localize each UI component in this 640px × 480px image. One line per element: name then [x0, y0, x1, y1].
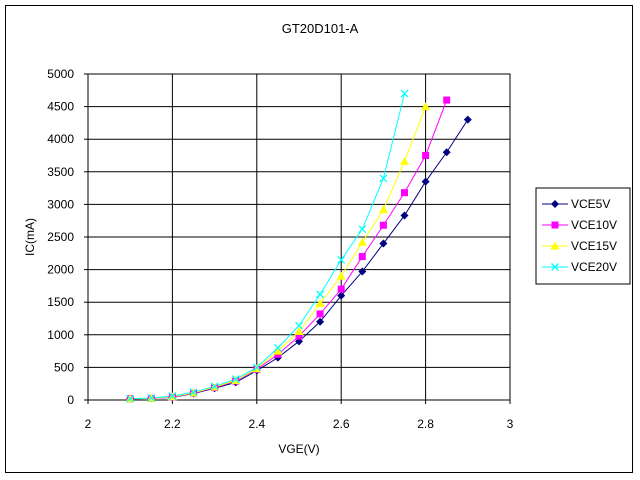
- chart-title: GT20D101-A: [282, 21, 359, 36]
- data-point-vce20v: [379, 174, 388, 183]
- data-point-vce15v: [400, 156, 409, 165]
- legend-label-vce15v: VCE15V: [571, 239, 617, 253]
- data-point-vce20v: [316, 290, 325, 299]
- data-point-vce10v: [316, 310, 324, 318]
- data-point-vce10v: [295, 332, 303, 340]
- data-point-vce5v: [379, 239, 388, 248]
- data-point-vce10v: [358, 253, 366, 261]
- data-point-vce15v: [421, 102, 431, 111]
- legend-marker-vce5v: [551, 200, 559, 208]
- legend: VCE5V VCE10V VCE15V VCE20V: [542, 197, 617, 274]
- legend-marker-vce20v: [551, 263, 559, 271]
- y-tick-label: 4500: [47, 100, 74, 114]
- y-tick-labels: 0 500 1000 1500 2000 2500 3000 3500 4000 4500 5000: [47, 67, 74, 407]
- data-point-vce5v: [442, 148, 451, 157]
- y-tick-label: 3000: [47, 197, 74, 211]
- data-point-vce5v: [337, 291, 346, 300]
- data-point-vce20v: [168, 392, 177, 401]
- data-point-vce15v: [378, 205, 388, 214]
- data-point-vce20v: [337, 255, 346, 264]
- data-point-vce10v: [379, 221, 387, 229]
- data-point-vce10v: [337, 285, 345, 293]
- y-axis-label: IC(mA): [23, 218, 37, 256]
- data-point-vce10v: [422, 152, 430, 159]
- data-point-vce5v: [400, 211, 409, 220]
- data-point-vce5v: [316, 317, 325, 326]
- legend-label-vce20v: VCE20V: [571, 260, 617, 274]
- x-tick-label: 3: [507, 417, 514, 431]
- legend-label-vce10v: VCE10V: [571, 218, 617, 232]
- legend-marker-vce15v: [550, 241, 560, 250]
- data-point-vce10v: [443, 96, 451, 104]
- legend-label-vce5v: VCE5V: [571, 197, 610, 211]
- data-point-vce20v: [231, 375, 240, 384]
- y-tick-label: 4000: [47, 132, 74, 146]
- data-point-vce5v: [463, 115, 472, 124]
- data-point-vce15v: [336, 271, 346, 280]
- y-tick-label: 500: [54, 360, 74, 374]
- y-tick-label: 3500: [47, 165, 74, 179]
- data-point-vce20v: [358, 225, 367, 234]
- data-point-vce15v: [273, 346, 283, 355]
- data-point-vce15v: [315, 299, 325, 308]
- y-tick-label: 2000: [47, 263, 74, 277]
- data-point-vce20v: [147, 394, 156, 403]
- x-tick-label: 2.4: [248, 417, 265, 431]
- data-point-vce15v: [294, 327, 304, 336]
- data-point-vce20v: [189, 388, 198, 397]
- x-axis-label: VGE(V): [278, 442, 319, 456]
- x-tick-label: 2.2: [164, 417, 181, 431]
- y-tick-label: 0: [67, 393, 74, 407]
- x-tick-label: 2.8: [417, 417, 434, 431]
- x-tick-label: 2.6: [333, 417, 350, 431]
- data-point-vce10v: [401, 189, 408, 197]
- data-point-vce5v: [358, 267, 367, 276]
- y-tick-label: 5000: [47, 67, 74, 81]
- data-point-vce20v: [126, 394, 135, 403]
- y-tick-label: 1000: [47, 328, 74, 342]
- series-markers: [125, 89, 472, 403]
- y-tick-label: 1500: [47, 295, 74, 309]
- data-point-vce20v: [400, 89, 409, 98]
- data-point-vce20v: [252, 363, 261, 372]
- series-line-vce20v: [130, 93, 405, 400]
- data-point-vce20v: [273, 343, 282, 352]
- data-point-vce15v: [357, 237, 367, 246]
- legend-marker-vce10v: [551, 221, 559, 229]
- y-tick-label: 2500: [47, 230, 74, 244]
- x-tick-label: 2: [85, 417, 92, 431]
- data-point-vce20v: [295, 321, 303, 330]
- x-tick-labels: 2 2.2 2.4 2.6 2.8 3: [85, 417, 514, 431]
- data-point-vce20v: [210, 382, 219, 391]
- grid-lines: [84, 73, 511, 404]
- data-point-vce5v: [421, 177, 430, 186]
